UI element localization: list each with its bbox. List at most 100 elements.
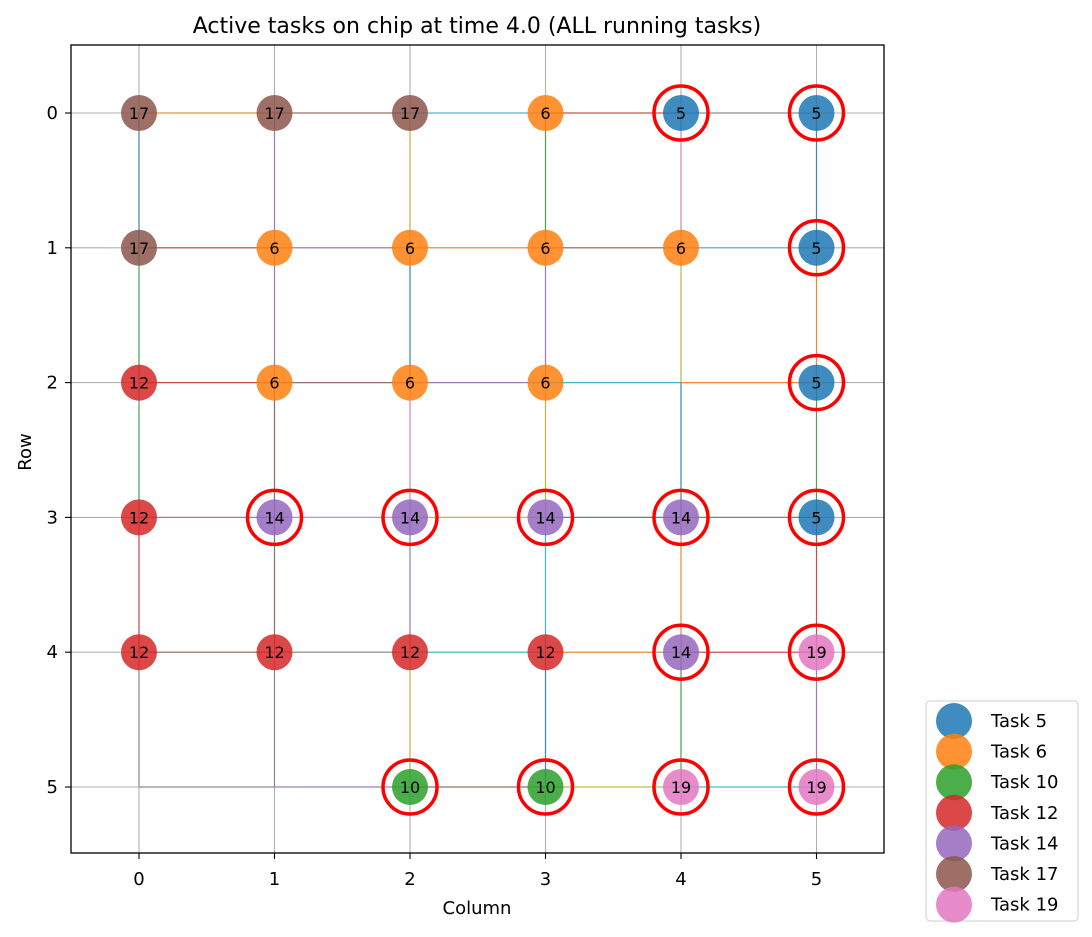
task-marker [527,364,564,401]
task-node: 19 [652,758,710,816]
task-node-label: 19 [806,643,826,662]
task-node: 10 [381,758,439,816]
task-node: 6 [392,364,428,401]
task-node-label: 14 [264,508,284,527]
y-axis-label: Row [15,433,36,470]
task-marker [256,95,293,131]
task-marker [256,499,293,536]
task-marker [121,95,157,131]
task-node-label: 10 [400,778,420,797]
task-marker [527,499,564,536]
legend-label: Task 14 [990,833,1058,854]
task-node: 17 [121,95,157,131]
y-tick-label: 5 [47,777,58,798]
task-marker [121,364,157,401]
task-node: 5 [787,219,846,277]
x-tick-label: 5 [811,869,822,890]
task-node-label: 17 [400,104,420,123]
task-node: 6 [256,364,293,401]
legend-label: Task 6 [990,742,1047,763]
highlight-ring [652,758,710,816]
task-marker [392,634,428,671]
task-marker [121,634,157,671]
task-node-label: 5 [811,104,821,123]
task-marker [256,634,293,671]
legend-marker [936,733,972,770]
task-marker [798,229,835,266]
task-marker [527,634,564,671]
task-marker [527,95,564,131]
task-node: 17 [121,229,157,266]
task-node: 14 [245,488,304,547]
task-node: 14 [652,623,710,681]
task-node: 12 [121,634,157,671]
task-marker [798,364,835,401]
task-marker [798,499,835,536]
highlight-ring [516,758,575,816]
task-node: 14 [381,488,439,547]
x-tick-label: 4 [675,869,686,890]
task-node-label: 14 [535,508,555,527]
x-tick-label: 2 [404,869,415,890]
task-node-label: 12 [400,643,420,662]
task-node-label: 12 [129,374,149,393]
task-node-label: 14 [671,643,691,662]
task-node-label: 5 [811,508,821,527]
task-node-label: 19 [671,778,691,797]
task-node: 14 [652,488,710,547]
task-marker [121,229,157,266]
highlight-ring [652,623,710,681]
task-node-label: 6 [540,374,550,393]
y-tick-label: 2 [47,373,58,394]
legend-label: Task 17 [990,864,1058,885]
task-marker [392,95,428,131]
x-tick-label: 0 [133,869,144,890]
task-node: 19 [787,758,846,816]
task-node: 12 [527,634,564,671]
task-node-label: 5 [676,104,686,123]
task-marker [663,499,699,536]
legend-label: Task 19 [990,895,1058,916]
task-node-label: 14 [400,508,420,527]
plot-frame [70,44,885,854]
task-node: 12 [121,499,157,536]
task-node: 14 [516,488,575,547]
highlight-ring [381,758,439,816]
task-node: 5 [787,353,846,412]
task-node-label: 6 [540,239,550,258]
task-node: 6 [256,229,293,266]
task-node: 5 [787,84,846,142]
highlight-ring [652,488,710,547]
task-node: 10 [516,758,575,816]
task-node: 6 [527,229,564,266]
highlight-ring [652,84,710,142]
task-marker [121,499,157,536]
legend-marker [936,794,972,831]
highlight-ring [381,488,439,547]
highlight-ring [245,488,304,547]
task-marker [798,95,835,131]
task-marker [663,95,699,131]
y-tick-label: 4 [47,642,58,663]
task-node: 6 [392,229,428,266]
legend-label: Task 12 [990,803,1058,824]
task-marker [798,634,835,671]
task-node-label: 10 [535,778,555,797]
task-node-label: 6 [540,104,550,123]
task-node-label: 17 [264,104,284,123]
task-node-label: 6 [269,239,279,258]
x-axis-label: Column [443,898,512,919]
task-node-label: 17 [129,104,149,123]
task-marker [256,229,293,266]
task-node: 17 [256,95,293,131]
legend-label: Task 10 [990,772,1058,793]
task-node-label: 17 [129,239,149,258]
task-node-label: 14 [671,508,691,527]
grid-lines [71,45,884,853]
highlight-ring [787,758,846,816]
highlight-ring [787,84,846,142]
task-marker [663,769,699,805]
highlight-ring [787,623,846,681]
task-node: 12 [256,634,293,671]
